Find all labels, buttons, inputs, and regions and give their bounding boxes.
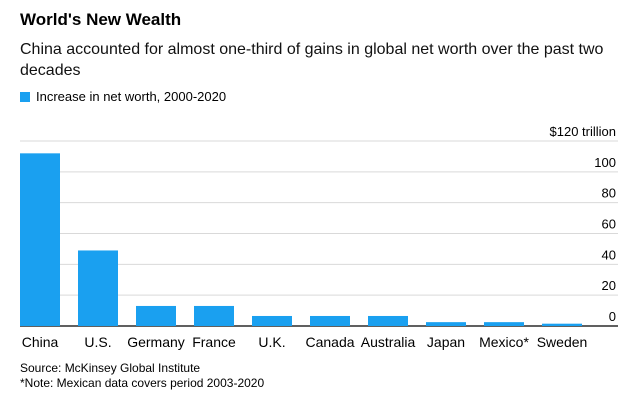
bar bbox=[252, 315, 292, 326]
bar bbox=[426, 322, 466, 326]
bar bbox=[542, 323, 582, 326]
bar bbox=[136, 305, 176, 326]
x-category-label: Canada bbox=[305, 334, 354, 350]
chart-subtitle: China accounted for almost one-third of … bbox=[20, 41, 604, 79]
bar-chart: 0 20 40 60 80 100 $120 trillion China U.S. Germa… bbox=[20, 124, 618, 350]
x-category-label: France bbox=[192, 334, 236, 350]
chart-title: World's New Wealth bbox=[20, 10, 182, 29]
source-note: Source: McKinsey Global Institute bbox=[20, 361, 201, 375]
legend-label: Increase in net worth, 2000-2020 bbox=[36, 89, 227, 104]
bar bbox=[20, 153, 60, 326]
y-tick-label: 20 bbox=[602, 278, 616, 293]
y-axis-ticks: 0 20 40 60 80 100 $120 trillion bbox=[550, 124, 617, 324]
bar bbox=[310, 315, 350, 326]
bar bbox=[368, 315, 408, 326]
y-tick-label: 80 bbox=[602, 186, 616, 201]
y-tick-label: 100 bbox=[594, 155, 616, 170]
footnote: *Note: Mexican data covers period 2003-2… bbox=[20, 376, 265, 390]
x-category-label: Japan bbox=[427, 334, 465, 350]
bar bbox=[484, 322, 524, 326]
y-tick-label: 40 bbox=[602, 247, 616, 262]
bar bbox=[78, 250, 118, 326]
x-category-label: Sweden bbox=[537, 334, 588, 350]
y-tick-label: $120 trillion bbox=[550, 124, 617, 139]
y-tick-label: 60 bbox=[602, 217, 616, 232]
bar bbox=[194, 305, 234, 326]
x-category-label: Germany bbox=[127, 334, 185, 350]
y-tick-label: 0 bbox=[609, 309, 616, 324]
legend-swatch bbox=[20, 91, 30, 102]
x-category-label: U.K. bbox=[258, 334, 285, 350]
legend: Increase in net worth, 2000-2020 bbox=[20, 89, 226, 104]
x-category-label: China bbox=[22, 334, 59, 350]
bars bbox=[20, 153, 582, 326]
x-axis-categories: China U.S. Germany France U.K. Canada Australi… bbox=[22, 334, 588, 350]
x-category-label: Mexico* bbox=[479, 334, 529, 350]
x-category-label: Australia bbox=[361, 334, 416, 350]
x-category-label: U.S. bbox=[84, 334, 111, 350]
